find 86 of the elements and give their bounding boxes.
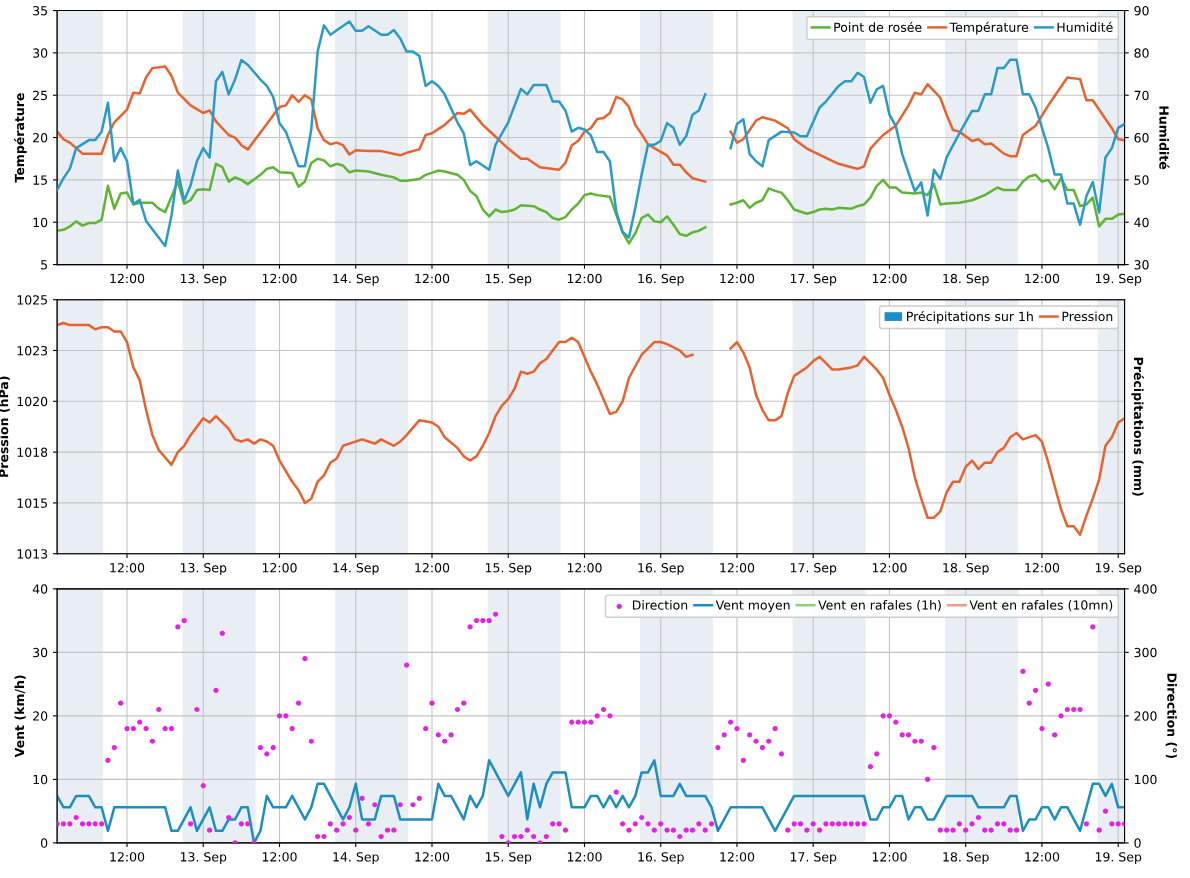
- x-tick-label: 13. Sep: [180, 852, 227, 865]
- x-tick-label: 12:00: [110, 852, 145, 862]
- legend-label: Point de rosée: [834, 21, 922, 32]
- x-tick-label: 12:00: [720, 273, 755, 284]
- legend-label: Précipitations sur 1h: [907, 310, 1033, 324]
- y2-tick-label: 30: [1134, 260, 1149, 270]
- legend-label: Vent en rafales (1h): [818, 600, 941, 612]
- y2-axis-title: Direction (°): [1165, 673, 1177, 759]
- x-tick-label: 12:00: [872, 852, 907, 862]
- y-axis-title: Température: [14, 93, 27, 183]
- x-tick-label: 12:00: [110, 273, 145, 284]
- x-tick-label: 12:00: [262, 562, 297, 573]
- y-axis-title: Vent (km/h): [14, 675, 26, 758]
- x-tick-label: 12:00: [262, 273, 297, 284]
- y-tick-label: 1015: [17, 498, 47, 508]
- x-tick-label: 17. Sep: [790, 273, 837, 286]
- legend-label: Vent en rafales (10mn): [969, 600, 1113, 612]
- y-tick-label: 1025: [17, 295, 47, 305]
- x-tick-label: 12:00: [872, 273, 907, 284]
- y-tick-label: 20: [33, 711, 48, 721]
- y2-axis-title: Précipitations (mm): [1131, 357, 1144, 496]
- legend-label: Pression: [1062, 311, 1113, 322]
- x-tick-label: 12:00: [567, 852, 602, 862]
- y2-tick-label: 100: [1134, 774, 1157, 785]
- y-tick-label: 15: [33, 175, 47, 185]
- x-tick-label: 12:00: [262, 852, 297, 862]
- y2-tick-label: 0: [1134, 838, 1141, 848]
- x-tick-label: 12:00: [1025, 273, 1060, 284]
- x-tick-label: 12:00: [872, 562, 907, 573]
- x-tick-label: 14. Sep: [333, 562, 379, 575]
- y2-tick-label: 60: [1134, 133, 1149, 143]
- y-tick-label: 35: [33, 6, 47, 16]
- legend-label: Humidité: [1057, 21, 1113, 32]
- y2-axis-title: Humidité: [1159, 106, 1170, 170]
- x-tick-label: 14. Sep: [333, 273, 379, 286]
- x-tick-label: 16. Sep: [638, 852, 684, 865]
- x-tick-label: 12:00: [110, 562, 145, 573]
- x-tick-label: 12:00: [415, 852, 450, 862]
- x-tick-label: 12:00: [1025, 562, 1060, 573]
- y2-tick-label: 70: [1134, 90, 1149, 101]
- y-tick-label: 20: [33, 133, 48, 143]
- x-tick-label: 12:00: [415, 273, 450, 284]
- x-tick-label: 18. Sep: [943, 852, 989, 865]
- x-tick-label: 12:00: [720, 562, 755, 573]
- x-tick-label: 18. Sep: [943, 273, 989, 286]
- x-tick-label: 15. Sep: [485, 562, 532, 575]
- x-tick-label: 12:00: [567, 273, 602, 284]
- y-tick-label: 10: [33, 217, 48, 228]
- y-tick-label: 10: [33, 774, 48, 785]
- x-tick-label: 16. Sep: [638, 273, 684, 286]
- y2-tick-label: 90: [1134, 6, 1149, 16]
- x-tick-label: 17. Sep: [790, 852, 837, 865]
- x-tick-label: 12:00: [567, 562, 602, 573]
- y-tick-label: 5: [41, 260, 47, 270]
- y-tick-label: 1018: [17, 447, 48, 458]
- y-tick-label: 30: [33, 48, 48, 58]
- y2-tick-label: 50: [1134, 175, 1149, 185]
- x-tick-label: 12:00: [1025, 852, 1060, 862]
- y-tick-label: 30: [33, 647, 48, 658]
- legend-label: Vent moyen: [715, 600, 790, 613]
- y2-tick-label: 80: [1134, 48, 1149, 58]
- x-tick-label: 13. Sep: [180, 562, 227, 575]
- y-tick-label: 0: [40, 838, 48, 848]
- x-tick-label: 15. Sep: [485, 852, 532, 865]
- y-tick-label: 1020: [17, 396, 48, 407]
- x-tick-label: 18. Sep: [943, 562, 989, 575]
- y-tick-label: 1013: [17, 549, 48, 559]
- y2-tick-label: 200: [1134, 711, 1157, 721]
- legend-label: Température: [949, 21, 1029, 35]
- x-tick-label: 19. Sep: [1095, 852, 1142, 865]
- y-tick-label: 1023: [17, 345, 48, 356]
- x-tick-label: 19. Sep: [1095, 273, 1142, 286]
- x-tick-label: 13. Sep: [180, 273, 227, 286]
- x-tick-label: 15. Sep: [485, 273, 532, 286]
- x-tick-label: 16. Sep: [638, 562, 684, 575]
- x-tick-label: 12:00: [720, 852, 755, 862]
- x-tick-label: 14. Sep: [333, 852, 379, 865]
- y-tick-label: 25: [33, 90, 47, 101]
- y-tick-label: 40: [32, 584, 48, 594]
- x-tick-label: 12:00: [415, 562, 450, 573]
- x-tick-label: 17. Sep: [790, 562, 837, 575]
- y2-tick-label: 400: [1134, 584, 1157, 594]
- y2-tick-label: 300: [1134, 647, 1157, 658]
- legend-label: Direction: [632, 600, 688, 610]
- x-tick-label: 19. Sep: [1095, 562, 1142, 575]
- y2-tick-label: 40: [1134, 217, 1149, 228]
